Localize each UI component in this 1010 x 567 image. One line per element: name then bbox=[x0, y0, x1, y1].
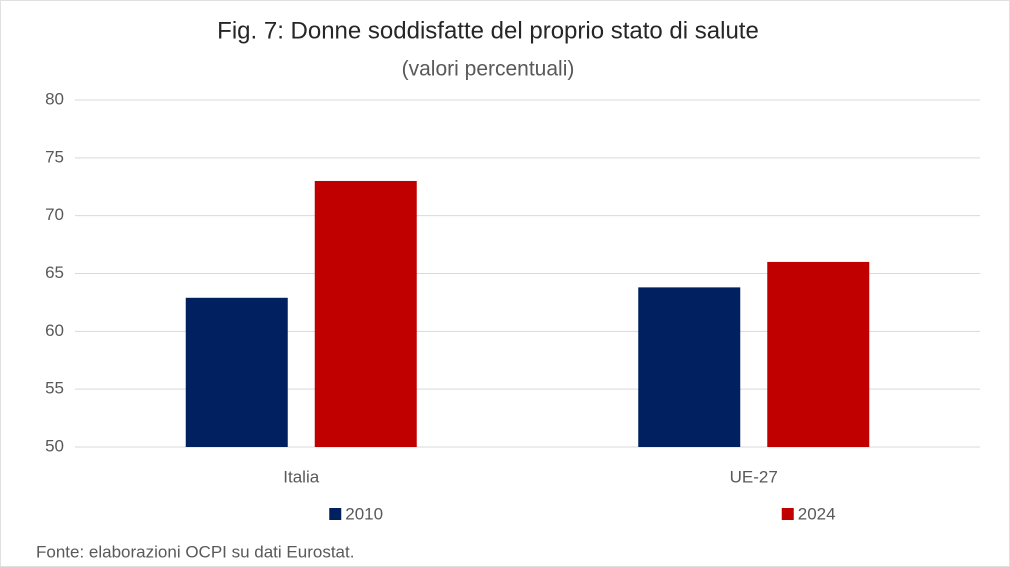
y-tick-label: 60 bbox=[45, 321, 64, 340]
bar bbox=[638, 287, 741, 447]
y-tick-label: 50 bbox=[45, 436, 64, 455]
bar bbox=[185, 297, 288, 447]
source-note: Fonte: elaborazioni OCPI su dati Eurosta… bbox=[36, 542, 354, 561]
x-tick-label: UE-27 bbox=[730, 467, 778, 486]
chart-subtitle: (valori percentuali) bbox=[402, 58, 575, 81]
y-tick-label: 70 bbox=[45, 205, 64, 224]
y-tick-label: 75 bbox=[45, 147, 64, 166]
legend-label: 2024 bbox=[798, 504, 836, 523]
y-tick-label: 80 bbox=[45, 89, 64, 108]
bar bbox=[767, 261, 870, 447]
y-tick-label: 65 bbox=[45, 263, 64, 282]
x-tick-label: Italia bbox=[283, 467, 319, 486]
legend-swatch bbox=[329, 508, 342, 520]
chart-title: Fig. 7: Donne soddisfatte del proprio st… bbox=[217, 17, 759, 44]
bar bbox=[314, 180, 417, 447]
legend-swatch bbox=[781, 508, 794, 520]
y-tick-label: 55 bbox=[45, 379, 64, 398]
legend-label: 2010 bbox=[345, 504, 383, 523]
